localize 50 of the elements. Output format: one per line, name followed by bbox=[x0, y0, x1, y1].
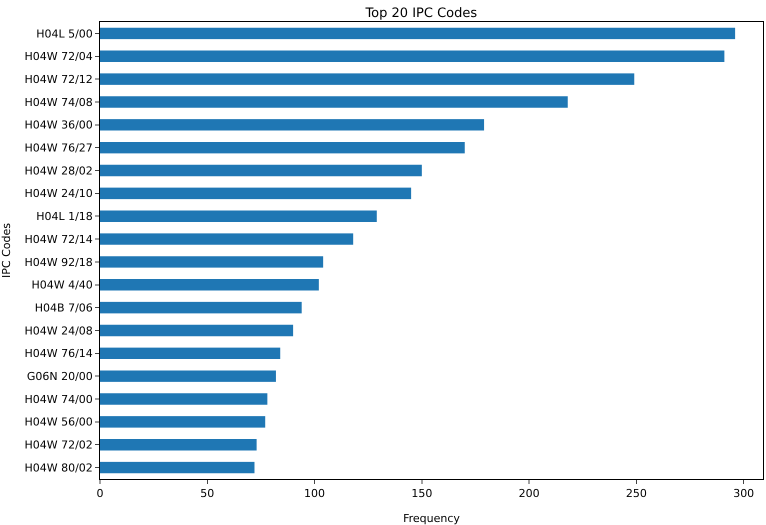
bar bbox=[100, 348, 280, 360]
bar bbox=[100, 142, 465, 154]
y-tick-label: H04W 74/00 bbox=[24, 392, 93, 406]
y-tick-label: G06N 20/00 bbox=[26, 370, 93, 384]
bar bbox=[100, 96, 568, 108]
y-tick-label: H04W 72/12 bbox=[24, 72, 93, 86]
y-tick-label: H04W 76/14 bbox=[24, 347, 93, 360]
y-tick-label: H04W 92/18 bbox=[24, 256, 93, 269]
x-tick-label: 100 bbox=[304, 487, 326, 500]
bar bbox=[100, 233, 354, 245]
y-tick-label: H04W 28/02 bbox=[24, 164, 93, 178]
y-tick-label: H04W 56/00 bbox=[24, 416, 93, 429]
y-tick-label: H04L 5/00 bbox=[36, 27, 93, 40]
bar bbox=[100, 462, 254, 474]
bar bbox=[100, 119, 484, 131]
y-tick-label: H04W 72/04 bbox=[24, 50, 93, 64]
x-tick-label: 50 bbox=[200, 487, 214, 500]
bar bbox=[100, 324, 294, 336]
x-tick-label: 0 bbox=[96, 487, 104, 500]
bar bbox=[100, 188, 412, 200]
bar bbox=[100, 393, 268, 405]
y-tick-label: H04W 24/08 bbox=[24, 324, 93, 338]
bar bbox=[100, 50, 724, 62]
x-axis-title: Frequency bbox=[403, 512, 460, 525]
x-tick-label: 250 bbox=[626, 487, 647, 500]
chart-title: Top 20 IPC Codes bbox=[364, 6, 478, 21]
x-tick-label: 200 bbox=[518, 487, 540, 500]
bar bbox=[100, 256, 324, 268]
y-tick-label: H04W 74/08 bbox=[24, 96, 93, 109]
y-tick-label: H04W 72/14 bbox=[24, 232, 93, 246]
y-tick-label: H04W 80/02 bbox=[24, 461, 93, 474]
bar bbox=[100, 28, 736, 40]
bar bbox=[100, 164, 422, 176]
bar bbox=[100, 210, 377, 222]
x-tick-label: 150 bbox=[411, 487, 432, 500]
bar bbox=[100, 279, 319, 290]
bar bbox=[100, 370, 276, 382]
y-tick-label: H04W 72/02 bbox=[24, 438, 93, 452]
y-tick-label: H04L 1/18 bbox=[36, 210, 93, 224]
bar bbox=[100, 439, 257, 450]
y-tick-label: H04B 7/06 bbox=[34, 301, 93, 314]
y-tick-label: H04W 24/10 bbox=[24, 187, 93, 200]
bar bbox=[100, 302, 302, 314]
y-tick-label: H04W 76/27 bbox=[24, 142, 93, 155]
y-tick-label: H04W 4/40 bbox=[31, 278, 93, 292]
bar bbox=[100, 73, 634, 85]
y-axis-title: IPC Codes bbox=[0, 222, 13, 278]
y-tick-label: H04W 36/00 bbox=[24, 118, 93, 132]
x-tick-label: 300 bbox=[733, 487, 754, 500]
bar bbox=[100, 416, 266, 428]
